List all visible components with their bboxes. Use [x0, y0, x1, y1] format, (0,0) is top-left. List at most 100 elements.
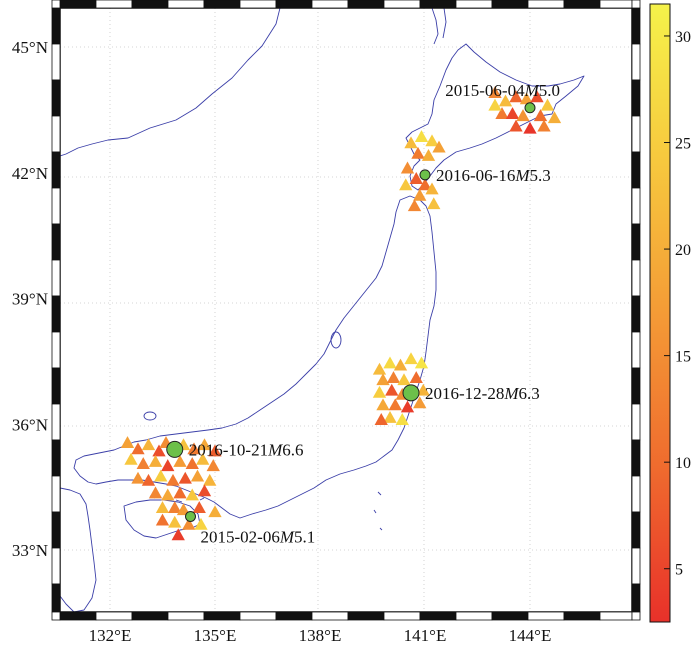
station-markers — [120, 86, 562, 541]
frame-segment-top — [491, 0, 529, 9]
frame-segment-right — [631, 475, 641, 513]
longitude-label: 132°E — [89, 626, 132, 645]
station-triangle — [516, 109, 530, 122]
station-triangle — [386, 371, 401, 384]
shikoku-coast — [123, 499, 201, 539]
frame-segment-left — [51, 475, 61, 513]
sado-island — [330, 331, 342, 349]
station-triangle — [196, 452, 210, 465]
station-triangle — [166, 473, 180, 486]
earthquake-label: 2016-10-21M6.6 — [189, 440, 304, 459]
frame-segment-top — [275, 0, 313, 9]
station-triangle — [404, 136, 418, 149]
station-triangle — [155, 513, 170, 526]
frame-segment-bottom — [491, 611, 529, 621]
station-triangle — [173, 454, 187, 467]
magnitude-symbol: M — [267, 440, 283, 459]
frame-segment-left — [51, 331, 61, 369]
longitude-label: 144°E — [509, 626, 552, 645]
station-triangle — [519, 92, 534, 105]
frame-segment-top — [131, 0, 169, 9]
frame-segment-bottom — [419, 611, 457, 621]
station-triangle — [488, 98, 502, 111]
station-triangle — [173, 486, 187, 499]
station-triangle — [547, 111, 562, 124]
station-triangle — [176, 503, 191, 516]
frame-segment-bottom — [311, 611, 349, 621]
frame-scale-bars — [51, 0, 641, 621]
magnitude-symbol: M — [514, 166, 530, 185]
station-triangle — [376, 398, 390, 411]
longitude-label: 135°E — [194, 626, 237, 645]
izu-islands — [373, 491, 383, 531]
magnitude-value: 5.3 — [530, 166, 551, 185]
colorbar-gradient — [649, 3, 671, 623]
station-triangle — [154, 469, 168, 482]
earthquake-date: 2016-06-16 — [436, 166, 515, 185]
station-triangle — [414, 130, 429, 143]
station-triangle — [161, 459, 175, 472]
station-triangle — [120, 436, 135, 449]
hokkaido-coast — [405, 43, 585, 191]
frame-segment-right — [631, 403, 641, 441]
station-triangle — [498, 94, 513, 107]
magnitude-value: 6.6 — [282, 440, 303, 459]
frame-segment-left — [51, 43, 61, 81]
frame-segment-bottom — [347, 611, 385, 621]
colorbar-tick-label: 15 — [675, 349, 691, 366]
station-triangle — [187, 442, 201, 455]
frame-segment-top — [59, 0, 97, 9]
frame-segment-left — [51, 403, 61, 441]
station-triangle — [161, 488, 175, 501]
station-triangle — [427, 197, 441, 210]
frame-segment-right — [631, 187, 641, 225]
station-triangle — [131, 442, 145, 455]
magnitude-value: 5.1 — [294, 527, 315, 546]
station-triangle — [376, 373, 390, 386]
longitude-label: 141°E — [404, 626, 447, 645]
station-triangle — [197, 484, 212, 497]
frame-segment-bottom — [203, 611, 241, 621]
frame-segment-top — [167, 0, 205, 9]
magnitude-value: 6.3 — [519, 384, 540, 403]
frame-segment-left — [51, 151, 61, 189]
frame-segment-right — [631, 331, 641, 369]
station-triangle — [197, 438, 212, 451]
earthquake-date: 2016-12-28 — [425, 384, 504, 403]
latitude-label: 36°N — [12, 415, 48, 434]
frame-segment-right — [631, 79, 641, 117]
station-triangle — [509, 90, 523, 103]
station-triangle — [124, 452, 138, 465]
station-triangle — [399, 178, 413, 191]
frame-segment-left — [51, 187, 61, 225]
latitude-label: 45°N — [12, 38, 48, 57]
station-triangle — [374, 413, 388, 425]
station-triangle — [505, 107, 520, 119]
frame-segment-bottom — [455, 611, 493, 621]
frame-segment-right — [631, 7, 641, 45]
station-triangle — [409, 172, 423, 184]
station-triangle — [155, 501, 170, 513]
latitude-label: 39°N — [12, 290, 48, 309]
station-triangle — [411, 146, 425, 159]
frame-segment-left — [51, 547, 61, 585]
station-triangle — [416, 383, 430, 396]
colorbar-tick-label: 10 — [675, 455, 691, 472]
station-triangle — [530, 90, 544, 103]
frame-segment-top — [599, 0, 633, 9]
station-triangle — [141, 438, 156, 451]
frame-segment-bottom — [563, 611, 601, 621]
frame-segment-right — [631, 223, 641, 261]
station-triangle — [540, 98, 555, 111]
frame-segment-left — [51, 115, 61, 153]
station-triangle — [208, 444, 222, 457]
frame-segment-right — [631, 511, 641, 549]
station-triangle — [421, 148, 436, 161]
station-triangle — [148, 454, 163, 467]
latitude-labels: 33°N 36°N 39°N 42°N 45°N — [12, 38, 48, 560]
earthquake-label: 2016-12-28M6.3 — [425, 384, 540, 403]
station-triangle — [141, 473, 156, 486]
station-triangle — [168, 515, 182, 528]
frame-corner — [631, 611, 641, 621]
frame-segment-bottom — [599, 611, 633, 621]
